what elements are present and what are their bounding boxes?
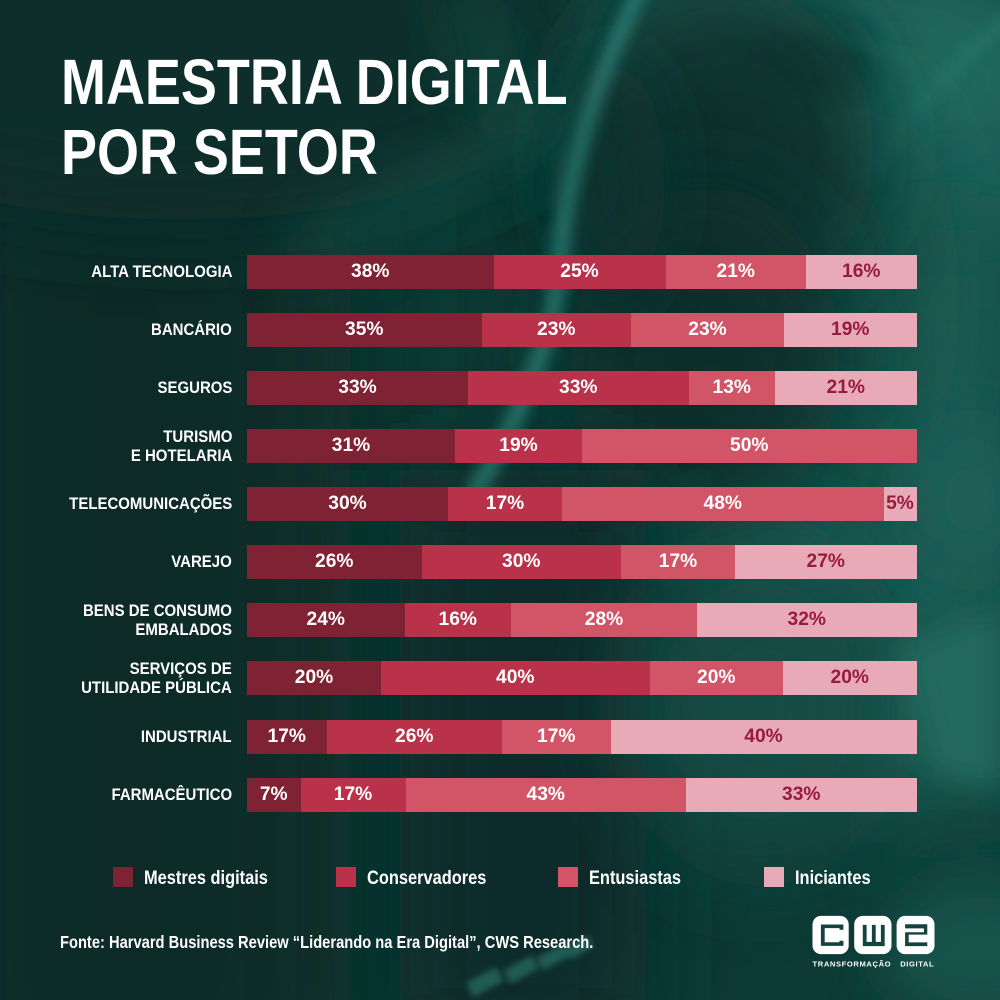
- svg-text:TRANSFORMAÇÃO: TRANSFORMAÇÃO: [813, 959, 892, 968]
- svg-text:DIGITAL: DIGITAL: [900, 959, 934, 968]
